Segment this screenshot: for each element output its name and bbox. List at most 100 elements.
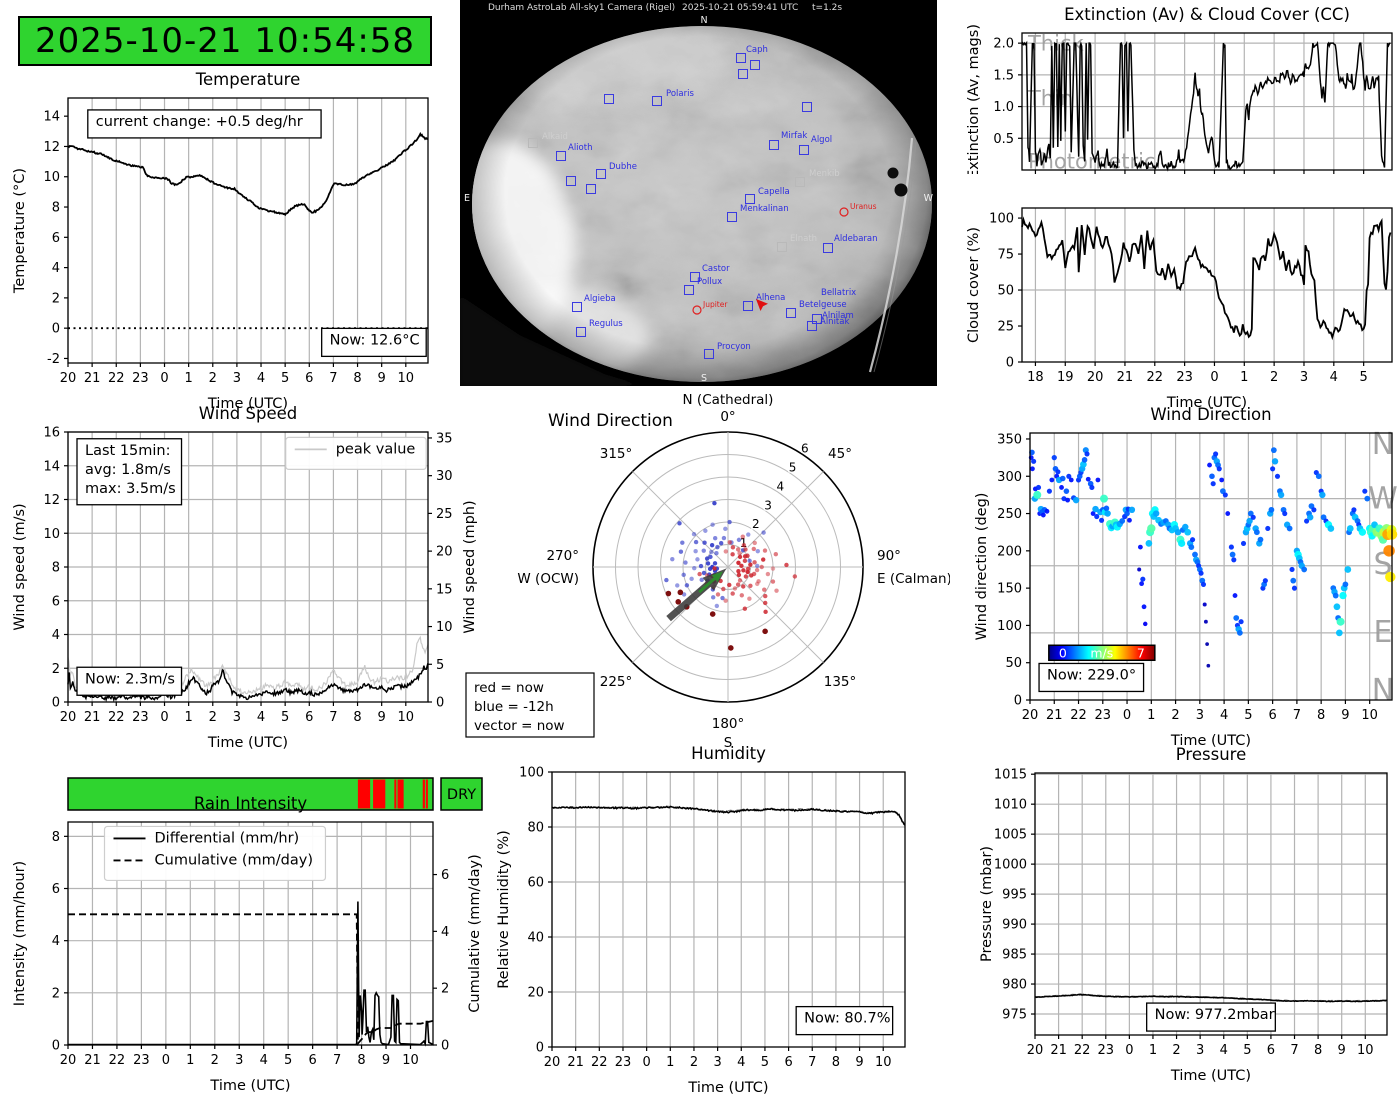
x-axis-label: Time (UTC) — [1170, 733, 1251, 749]
x-tick-label: 1 — [185, 371, 193, 386]
polar-angle-label: S — [724, 735, 733, 751]
polar-angle-label: 90° — [877, 548, 901, 564]
x-axis-label: Time (UTC) — [209, 1078, 290, 1094]
x-tick-label: 6 — [1267, 1043, 1275, 1058]
legend-label: Cumulative (mm/day) — [155, 852, 314, 868]
rain-status-badge — [440, 777, 483, 811]
star-label: Regulus — [589, 319, 623, 329]
x-tick-label: 6 — [305, 710, 313, 725]
y-axis-label: Wind direction (deg) — [974, 493, 990, 641]
x-tick-label: 20 — [60, 1053, 77, 1068]
y-tick-label: 100 — [989, 212, 1014, 227]
y-tick-label: 0 — [1014, 694, 1022, 709]
x-tick-label: 8 — [357, 1053, 365, 1068]
x-tick-label: 21 — [84, 371, 101, 386]
x-tick-label: 10 — [1357, 1043, 1374, 1058]
x-tick-label: 0 — [162, 1053, 170, 1068]
polar-legend-line: blue = -12h — [474, 699, 554, 715]
chart-title: Wind Speed — [199, 404, 297, 423]
chart-title: Extinction (Av) & Cloud Cover (CC) — [1064, 5, 1350, 24]
polar-angle-label: 135° — [824, 674, 857, 690]
y-axis-label: Intensity (mm/hour) — [12, 861, 28, 1006]
y-tick-label: 0.5 — [993, 132, 1014, 147]
x-tick-label: 7 — [808, 1055, 816, 1070]
x-tick-label: 5 — [1243, 1043, 1251, 1058]
polar-angle-label: W (OCW) — [517, 571, 579, 587]
x-tick-label: 9 — [1341, 708, 1349, 723]
chart-title: Wind Direction — [548, 411, 673, 431]
speed-colorbar — [1048, 644, 1156, 662]
y-tick-label: -2 — [47, 352, 60, 367]
x-tick-label: 20 — [60, 710, 77, 725]
x-tick-label: 22 — [108, 371, 125, 386]
x-tick-label: 7 — [329, 710, 337, 725]
star-label: Mirfak — [781, 131, 807, 141]
y-tick-label: 12 — [43, 140, 60, 155]
y-tick-label: 1000 — [994, 858, 1027, 873]
annotation-text: max: 3.5m/s — [85, 481, 176, 497]
x-tick-label: 23 — [132, 371, 149, 386]
humidity-plot: 20 21 22 23 0 1 2 3 4 5 6 7 8 9 10020406080100Humidity… — [496, 744, 906, 1096]
camera-header-timestamp: 2025-10-21 05:59:41 UTC — [682, 3, 798, 13]
extinction-chart: Thick Thin Photometric 0.5 1.0 1.5 2.0 Extincti… — [950, 0, 1400, 179]
y-tick-label: 0 — [536, 1041, 544, 1056]
x-tick-label: 10 — [398, 710, 415, 725]
x-tick-label: 3 — [235, 1053, 243, 1068]
x-tick-label: 8 — [1317, 708, 1325, 723]
polar-angle-label: 180° — [712, 716, 745, 732]
y-tick-label: 20 — [527, 986, 544, 1001]
x-tick-label: 9 — [855, 1055, 863, 1070]
y-tick-label: 4 — [52, 261, 60, 276]
x-tick-label: 5 — [281, 371, 289, 386]
ring-tick-label: 3 — [764, 498, 772, 512]
x-tick-label: 21 — [1050, 1043, 1067, 1058]
y-tick-label: 6 — [52, 231, 60, 246]
star-label: Algieba — [584, 294, 616, 304]
rain-status-badge-label: DRY — [447, 787, 476, 803]
camera-header-exposure: t=1.2s — [812, 3, 842, 13]
wind-speed-chart: 20 21 22 23 0 1 2 3 4 5 6 7 8 9 10 0 2 4 6 8 10 12 14 16 0 5 10 15 2… — [0, 403, 497, 757]
x-axis-label: Time (UTC) — [1166, 395, 1247, 410]
x-tick-label: 18 — [1027, 370, 1044, 385]
x-tick-label: 9 — [1338, 1043, 1346, 1058]
planet-marker — [692, 305, 702, 315]
colorbar-max: 7 — [1137, 645, 1145, 660]
grey-zone-label: E — [1374, 615, 1393, 650]
y-tick-label: 975 — [1002, 1008, 1027, 1023]
series-temperature — [67, 131, 429, 217]
x-tick-label: 5 — [281, 710, 289, 725]
series-wind-speed — [67, 662, 429, 703]
camera-header-title: Durham AstroLab All-sky1 Camera (Rigel) — [488, 3, 675, 13]
y-tick-label: 1.0 — [993, 100, 1014, 115]
star-label: Menkalinan — [740, 204, 789, 214]
y2-tick-label: 35 — [436, 431, 453, 446]
annotation-text: avg: 1.8m/s — [85, 462, 171, 478]
x-tick-label: 9 — [378, 371, 386, 386]
y-tick-label: 8 — [52, 561, 60, 576]
planet-label: Jupiter — [702, 300, 728, 309]
y2-tick-label: 30 — [436, 469, 453, 484]
annotation-text: Now: 229.0° — [1047, 667, 1136, 683]
x-tick-label: 2 — [1172, 1043, 1180, 1058]
chart-title: Rain Intensity — [194, 794, 308, 813]
y-tick-label: 10 — [43, 170, 60, 185]
chart-title: Wind Direction — [1150, 405, 1271, 424]
y-tick-label: 2 — [52, 662, 60, 677]
y2-tick-label: 4 — [441, 925, 449, 940]
colorbar-min: 0 — [1059, 645, 1067, 660]
y-axis-label: Relative Humidity (%) — [496, 830, 512, 989]
series-cumulative — [68, 913, 434, 1047]
compass-east-label: E — [464, 193, 470, 204]
annotation-text: current change: +0.5 deg/hr — [96, 114, 303, 130]
x-tick-label: 10 — [398, 371, 415, 386]
x-tick-label: 0 — [160, 371, 168, 386]
y-axis-label: Temperature (°C) — [12, 168, 28, 294]
planet-label: Uranus — [850, 202, 877, 211]
y-tick-label: 0 — [1006, 356, 1014, 371]
temperature-chart: 20 21 22 23 0 1 2 3 4 5 6 7 8 9 10 -2 0 2 4 6 8 10 12 14 Tempera… — [0, 68, 452, 417]
y-axis-label: Pressure (mbar) — [979, 846, 995, 962]
star-label: Caph — [746, 45, 768, 55]
ring-tick-label: 4 — [777, 479, 785, 493]
x-tick-label: 5 — [284, 1053, 292, 1068]
